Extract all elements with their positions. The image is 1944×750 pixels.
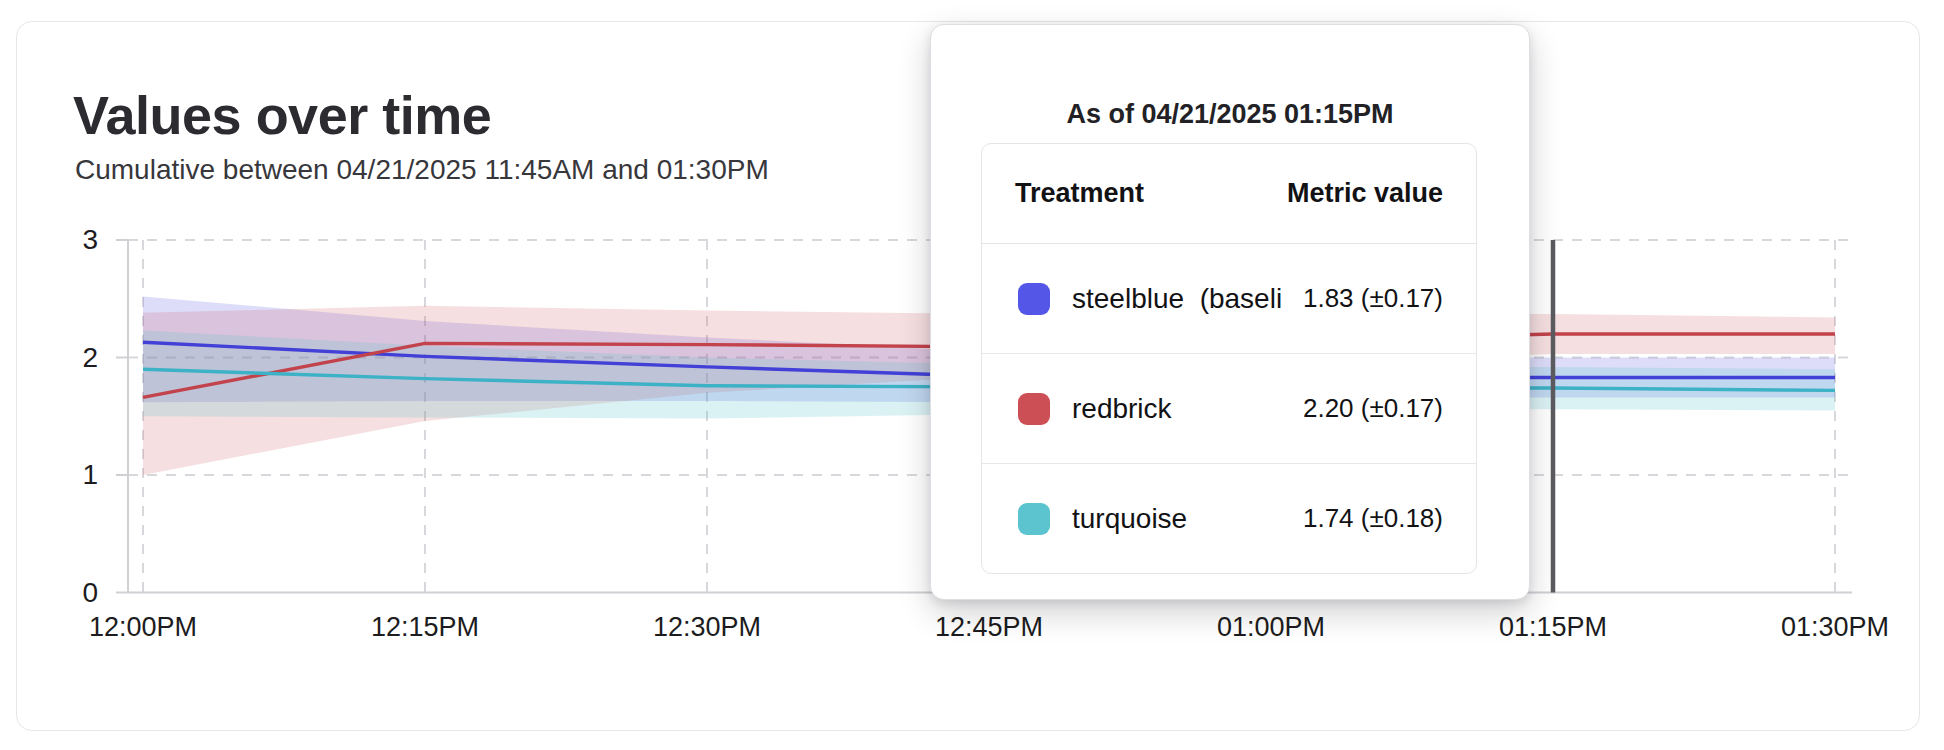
x-tick-label: 12:45PM — [904, 612, 1074, 643]
x-tick-label: 01:30PM — [1750, 612, 1920, 643]
x-tick-label: 01:00PM — [1186, 612, 1356, 643]
treatment-label: steelblue (baseli — [1072, 283, 1303, 315]
x-tick-label: 12:00PM — [58, 612, 228, 643]
x-tick-label: 01:15PM — [1468, 612, 1638, 643]
y-tick-label: 3 — [30, 223, 98, 257]
tooltip-row: steelblue (baseli1.83 (±0.17) — [982, 244, 1476, 354]
page: Values over time Cumulative between 04/2… — [0, 0, 1944, 750]
tooltip-table-body: steelblue (baseli1.83 (±0.17)redbrick2.2… — [982, 244, 1476, 573]
tooltip-table: Treatment Metric value steelblue (baseli… — [981, 143, 1477, 574]
tooltip-row: redbrick2.20 (±0.17) — [982, 354, 1476, 464]
x-tick-label: 12:30PM — [622, 612, 792, 643]
y-tick-label: 1 — [30, 458, 98, 492]
series-color-swatch — [1018, 393, 1050, 425]
column-header-metric-value: Metric value — [1287, 178, 1443, 209]
metric-value: 1.74 (±0.18) — [1303, 503, 1443, 534]
metric-value: 2.20 (±0.17) — [1303, 393, 1443, 424]
x-tick-label: 12:15PM — [340, 612, 510, 643]
y-tick-label: 2 — [30, 341, 98, 375]
tooltip-table-header: Treatment Metric value — [982, 144, 1476, 244]
hover-tooltip: As of 04/21/2025 01:15PM Treatment Metri… — [930, 24, 1530, 600]
tooltip-title: As of 04/21/2025 01:15PM — [931, 99, 1529, 130]
y-tick-label: 0 — [30, 576, 98, 610]
tooltip-row: turquoise1.74 (±0.18) — [982, 464, 1476, 573]
metric-value: 1.83 (±0.17) — [1303, 283, 1443, 314]
series-color-swatch — [1018, 283, 1050, 315]
series-color-swatch — [1018, 503, 1050, 535]
column-header-treatment: Treatment — [1015, 178, 1144, 209]
treatment-label: redbrick — [1072, 393, 1303, 425]
treatment-label: turquoise — [1072, 503, 1303, 535]
